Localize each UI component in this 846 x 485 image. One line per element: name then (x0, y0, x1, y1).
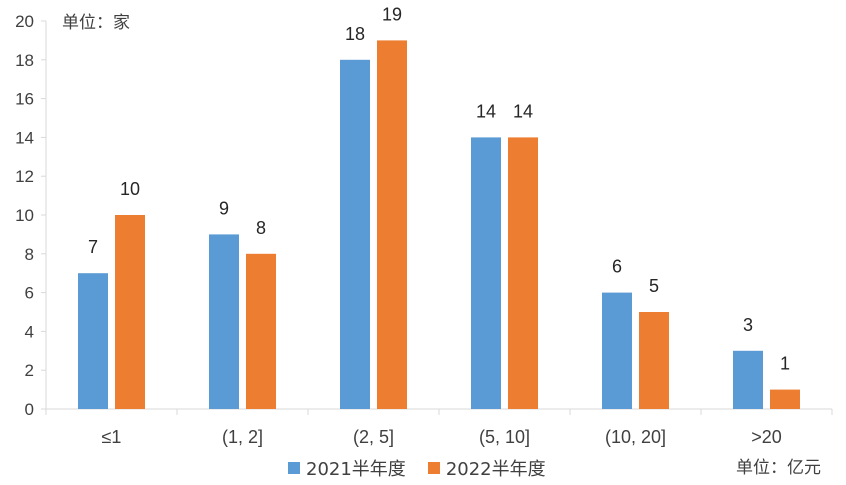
legend-swatch-2021 (288, 462, 300, 474)
data-label: 9 (219, 198, 229, 218)
y-tick-label: 0 (25, 400, 34, 419)
bar (733, 350, 763, 409)
data-label: 5 (649, 276, 659, 296)
legend-item-2021: 2021半年度 (288, 455, 406, 481)
y-tick-label: 6 (25, 284, 34, 303)
y-tick-label: 16 (15, 90, 34, 109)
data-label: 14 (513, 101, 533, 121)
data-label: 6 (612, 257, 622, 277)
bar (602, 292, 632, 409)
data-label: 1 (780, 354, 790, 374)
legend-swatch-2022 (427, 462, 440, 474)
x-tick-label: (2, 5] (353, 427, 394, 447)
x-tick-label: ≤1 (102, 427, 122, 447)
y-tick-label: 14 (15, 128, 34, 147)
legend-label-2022: 2022半年度 (445, 459, 546, 480)
bar (471, 137, 501, 409)
bar (115, 215, 145, 409)
bar (340, 59, 370, 410)
data-label: 3 (743, 315, 753, 335)
bar (78, 273, 108, 409)
data-label: 18 (345, 24, 365, 44)
data-label: 7 (88, 237, 98, 257)
legend: 2021半年度 2022半年度 (288, 455, 546, 481)
data-label: 19 (382, 4, 402, 24)
legend-item-2022: 2022半年度 (427, 455, 546, 481)
x-tick-label: >20 (751, 427, 782, 447)
x-tick-label: (1, 2] (222, 427, 263, 447)
y-tick-label: 8 (25, 245, 34, 264)
bar (209, 234, 239, 409)
y-tick-label: 2 (25, 361, 34, 380)
y-tick-label: 18 (15, 51, 34, 70)
data-label: 14 (476, 101, 496, 121)
y-tick-label: 20 (15, 12, 34, 31)
x-tick-label: (5, 10] (479, 427, 530, 447)
bar (246, 253, 276, 409)
bar (377, 40, 407, 410)
bar (639, 312, 669, 409)
x-unit-label: 单位：亿元 (736, 458, 821, 478)
legend-label-2021: 2021半年度 (306, 459, 406, 480)
bar (508, 137, 538, 409)
bar (770, 389, 800, 409)
y-tick-label: 12 (15, 167, 34, 186)
y-tick-label: 4 (25, 322, 34, 341)
x-tick-label: (10, 20] (605, 427, 666, 447)
data-label: 8 (256, 218, 266, 238)
y-tick-label: 10 (15, 206, 34, 225)
y-unit-label: 单位：家 (62, 13, 130, 33)
data-label: 10 (120, 179, 140, 199)
